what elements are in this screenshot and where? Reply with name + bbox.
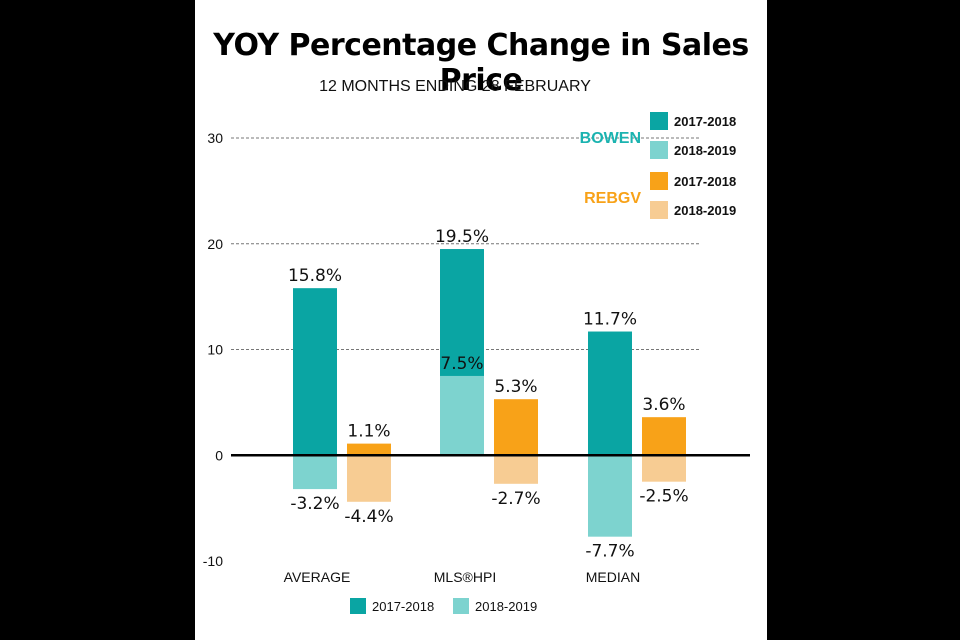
bar-chart: -10 0 10 20 30 15.8% 19.5% 11.7% -3.2% 7.5% -7.7% 1… — [203, 112, 750, 614]
data-label: -3.2% — [290, 494, 339, 514]
bar-rebgv-2017-2018 — [347, 443, 391, 456]
data-label: 5.3% — [494, 377, 537, 397]
legend-group-label: BOWEN — [580, 130, 641, 147]
bar-rebgv-2018-2019 — [642, 455, 686, 482]
bar-bowen-2017-2018 — [588, 331, 632, 456]
legend-label: 2017-2018 — [674, 174, 736, 189]
data-label: 1.1% — [347, 422, 390, 442]
bar-rebgv-2018-2019 — [347, 455, 391, 502]
data-label: 11.7% — [583, 310, 637, 330]
legend-label: 2018-2019 — [674, 143, 736, 158]
data-label: 19.5% — [435, 227, 489, 247]
data-label: 15.8% — [288, 266, 342, 286]
bottom-legend-swatch — [350, 598, 366, 614]
y-tick-label: 10 — [207, 342, 223, 358]
data-label: -4.4% — [344, 507, 393, 527]
chart-title: YOY Percentage Change in Sales Price — [213, 28, 749, 98]
bar-rebgv-2017-2018 — [642, 417, 686, 456]
category-label: MEDIAN — [586, 569, 640, 585]
chart-subtitle: 12 MONTHS ENDING 28 FEBRUARY — [319, 78, 591, 95]
bar-bowen-2018-2019 — [588, 455, 632, 537]
category-label: AVERAGE — [284, 569, 351, 585]
data-label: -2.7% — [491, 489, 540, 509]
bar-bowen-2018-2019 — [293, 455, 337, 490]
category-label: MLS®HPI — [434, 569, 496, 585]
y-tick-label: 0 — [215, 447, 223, 463]
y-tick-label: -10 — [203, 553, 223, 569]
y-tick-label: 30 — [207, 130, 223, 146]
bar-bowen-2017-2018 — [293, 288, 337, 456]
data-label: 3.6% — [642, 395, 685, 415]
data-label: 7.5% — [440, 354, 483, 374]
data-label: -7.7% — [585, 542, 634, 562]
bottom-legend-swatch — [453, 598, 469, 614]
y-tick-label: 20 — [207, 236, 223, 252]
legend-swatch — [650, 141, 668, 159]
legend-swatch — [650, 112, 668, 130]
data-label: -2.5% — [639, 487, 688, 507]
legend-swatch — [650, 201, 668, 219]
bar-rebgv-2018-2019 — [494, 455, 538, 484]
legend-swatch — [650, 172, 668, 190]
legend-group-label: REBGV — [584, 190, 641, 207]
bar-rebgv-2017-2018 — [494, 399, 538, 456]
bottom-legend-label: 2018-2019 — [475, 599, 537, 614]
bar-bowen-2018-2019 — [440, 375, 484, 456]
legend-label: 2017-2018 — [674, 114, 736, 129]
bottom-legend-label: 2017-2018 — [372, 599, 434, 614]
chart-canvas: YOY Percentage Change in Sales Price 12 … — [195, 0, 767, 640]
legend-label: 2018-2019 — [674, 203, 736, 218]
